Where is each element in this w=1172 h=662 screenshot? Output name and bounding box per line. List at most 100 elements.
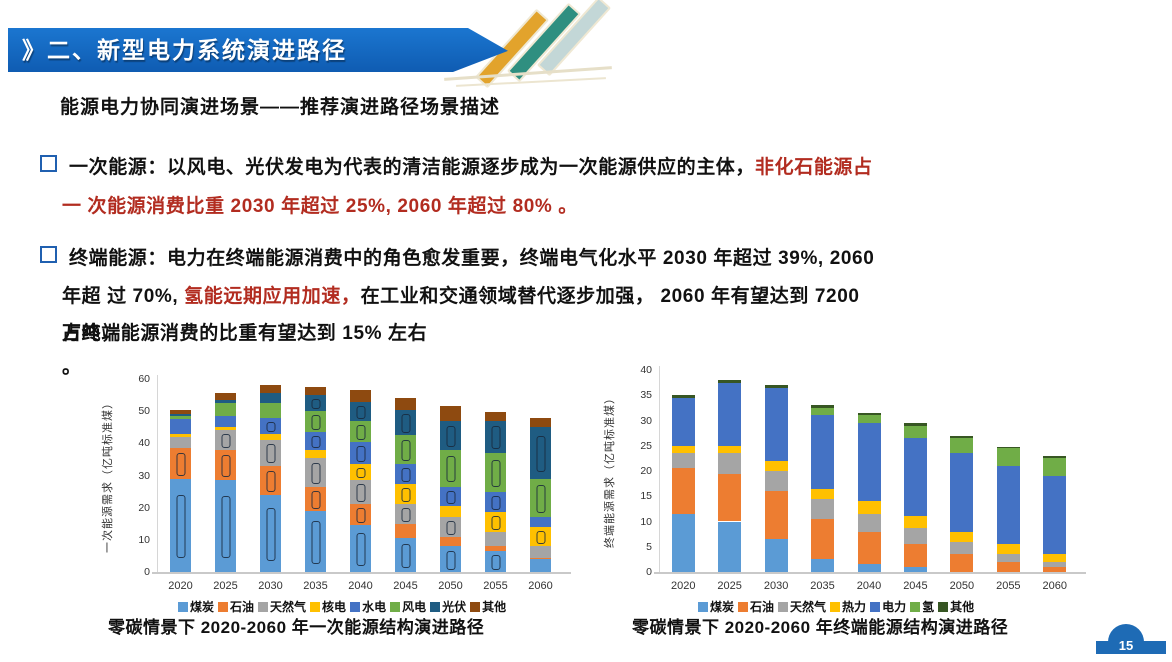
- segment-data-label-box: [311, 462, 320, 484]
- bullet1-line2: 一 次能源消费比重 2030 年超过 25%, 2060 年超过 80% 。: [62, 196, 578, 217]
- legend-label: 煤炭: [710, 600, 735, 614]
- bar-segment: [1043, 554, 1067, 562]
- section-banner: 》二、新型电力系统演进路径: [8, 28, 508, 72]
- bar-segment: [811, 415, 835, 489]
- bullet1-line1: 一次能源：以风电、光伏发电为代表的清洁能源逐步成为一次能源供应的主体，非化石能源…: [40, 152, 873, 179]
- bar-segment: [764, 385, 788, 388]
- bullet2-text: 终端能源：电力在终端能源消费中的角色愈发重要，终端电气化水平 2030 年超过 …: [69, 248, 875, 269]
- bar-segment: [215, 480, 236, 572]
- legend-swatch-icon: [870, 602, 881, 612]
- legend-item: 核电: [310, 600, 346, 614]
- bar-segment: [903, 516, 927, 529]
- bar-segment: [395, 504, 416, 524]
- legend-label: 水电: [362, 600, 387, 614]
- bar-segment: [764, 387, 788, 461]
- y-tick-label: 10: [640, 515, 652, 528]
- legend-item: 天然气: [258, 600, 306, 614]
- bar-segment: [671, 513, 695, 572]
- legend-swatch-icon: [258, 602, 269, 612]
- segment-data-label-box: [491, 515, 500, 530]
- bar-segment: [903, 423, 927, 426]
- bar-segment: [170, 409, 191, 415]
- bar-segment: [440, 406, 461, 421]
- segment-data-label-box: [536, 435, 545, 472]
- bar-segment: [857, 423, 881, 502]
- legend-item: 其他: [470, 600, 506, 614]
- y-tick-label: 20: [138, 501, 150, 514]
- x-axis-line: [654, 572, 1086, 574]
- legend-label: 核电: [322, 600, 347, 614]
- y-tick-label: 0: [144, 566, 150, 578]
- bar-segment: [950, 438, 974, 454]
- bar-segment: [260, 440, 281, 466]
- segment-data-label-box: [356, 533, 365, 567]
- y-tick-label: 25: [640, 439, 652, 452]
- y-tick-label: 30: [640, 414, 652, 427]
- legend-item: 风电: [390, 600, 426, 614]
- bar-segment: [671, 453, 695, 469]
- legend-label: 电力: [882, 600, 907, 614]
- bar-segment: [260, 417, 281, 434]
- x-tick-label: 2030: [763, 580, 789, 592]
- page-number-badge: 15: [1096, 622, 1166, 656]
- bar-segment: [350, 420, 371, 442]
- y-tick-label: 20: [640, 465, 652, 477]
- x-tick-label: 2050: [438, 580, 463, 592]
- bar-segment: [350, 390, 371, 402]
- y-axis-title: 一次能源需求（亿吨标准煤）: [102, 396, 114, 553]
- bar-segment: [485, 551, 506, 572]
- bar-segment: [903, 528, 927, 545]
- segment-data-label-box: [491, 459, 500, 487]
- segment-data-label-box: [401, 508, 410, 522]
- segment-data-label-box: [221, 434, 230, 448]
- segment-data-label-box: [356, 468, 365, 479]
- bar-segment: [764, 460, 788, 471]
- segment-data-label-box: [446, 521, 455, 535]
- segment-data-label-box: [311, 490, 320, 509]
- bar-segment: [671, 397, 695, 446]
- bar-segment: [718, 453, 742, 474]
- x-tick-label: 2020: [670, 580, 696, 592]
- bar-segment: [530, 478, 551, 518]
- bar-segment: [811, 405, 835, 408]
- legend-label: 天然气: [790, 600, 827, 614]
- bar-segment: [1043, 458, 1067, 477]
- bar-segment: [395, 435, 416, 465]
- bullet2-line3-overlay-text: 万吨，: [62, 323, 121, 344]
- bar-segment: [530, 546, 551, 558]
- bar-segment: [1043, 566, 1067, 572]
- bar-segment: [170, 414, 191, 416]
- bar-segment: [395, 409, 416, 436]
- page-number: 15: [1118, 638, 1134, 653]
- bar-segment: [395, 398, 416, 410]
- segment-data-label-box: [401, 543, 410, 569]
- bar-segment: [395, 464, 416, 484]
- x-tick-label: 2040: [856, 580, 882, 592]
- segment-data-label-box: [446, 490, 455, 505]
- legend-swatch-icon: [938, 602, 949, 612]
- bar-segment: [485, 452, 506, 492]
- legend-swatch-icon: [698, 602, 708, 612]
- segment-data-label-box: [536, 530, 545, 545]
- bar-segment: [950, 554, 974, 572]
- bar-segment: [950, 541, 974, 555]
- legend-swatch-icon: [778, 602, 789, 612]
- legend-item: 氢: [910, 600, 934, 614]
- legend-swatch-icon: [470, 602, 481, 612]
- y-tick-label: 40: [640, 364, 652, 376]
- bar-segment: [718, 473, 742, 522]
- primary-energy-chart: 0 10 20 30 40 50 60 一次能源需求（亿吨标准煤） 2020 2025 2030 20…: [90, 355, 580, 610]
- section-title: 》二、新型电力系统演进路径: [22, 37, 347, 63]
- legend-item: 石油: [738, 600, 774, 614]
- bar-segment: [215, 430, 236, 450]
- bar-segment: [811, 559, 835, 572]
- segment-data-label-box: [221, 495, 230, 559]
- bullet2-line2-red: 氢能远期应用加速，: [184, 286, 361, 307]
- segment-data-label-box: [401, 413, 410, 433]
- bar-segment: [530, 417, 551, 428]
- bar-segment: [530, 557, 551, 560]
- segment-data-label-box: [446, 456, 455, 483]
- final-energy-caption: 零碳情景下 2020-2060 年终端能源结构演进路径: [632, 618, 1009, 637]
- segment-data-label-box: [356, 424, 365, 440]
- bar-segment: [395, 538, 416, 572]
